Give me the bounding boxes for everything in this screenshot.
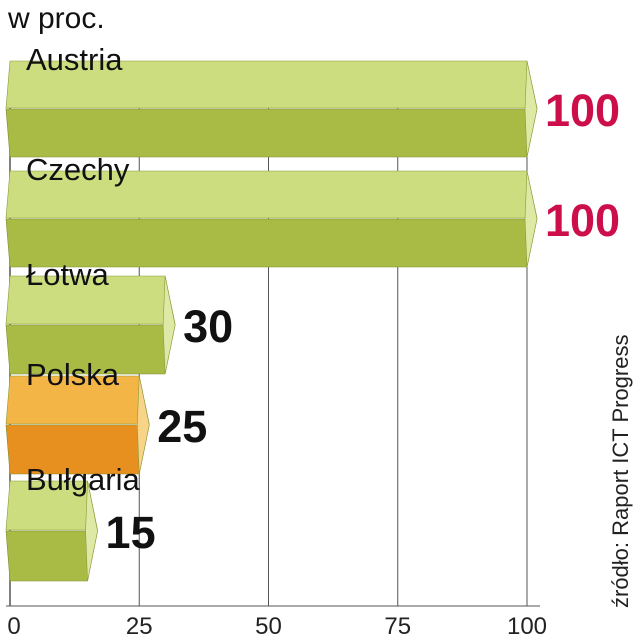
unit-label: w proc. <box>8 2 105 35</box>
source-note: źródło: Raport ICT Progress <box>608 334 633 608</box>
bar-end-cap <box>136 375 150 475</box>
x-tick-label: 100 <box>507 613 547 640</box>
bar-end-cap <box>85 480 98 582</box>
bar-front-face <box>5 530 98 582</box>
x-tick-label: 75 <box>384 613 411 640</box>
x-tick-label: 0 <box>7 613 20 640</box>
value-label: 30 <box>183 301 233 352</box>
bar-end-cap <box>162 275 176 375</box>
value-label: 25 <box>157 401 207 452</box>
category-label: Polska <box>26 357 120 392</box>
category-label: Bułgaria <box>26 462 140 497</box>
value-label: 15 <box>106 507 156 558</box>
category-label: Austria <box>26 42 123 77</box>
bar-end-cap <box>524 60 538 158</box>
value-label: 100 <box>545 195 620 246</box>
bar-front-face <box>5 108 538 158</box>
category-label: Łotwa <box>26 257 109 292</box>
category-label: Czechy <box>26 152 130 187</box>
x-tick-label: 50 <box>255 613 282 640</box>
value-label: 100 <box>545 85 620 136</box>
x-tick-label: 25 <box>126 613 153 640</box>
bar-end-cap <box>524 170 538 268</box>
